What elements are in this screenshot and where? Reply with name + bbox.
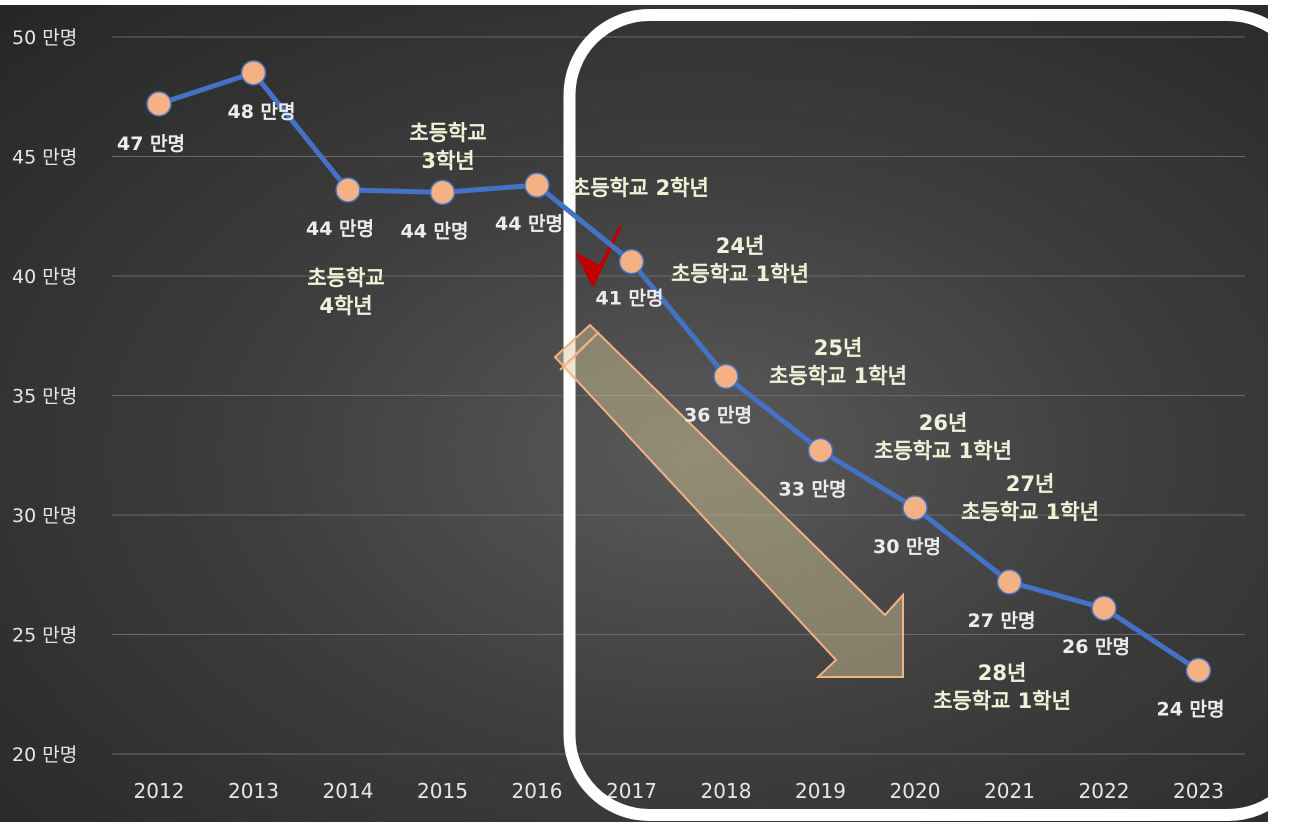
x-tick-label: 2012 — [134, 779, 185, 803]
data-label: 36 만명 — [684, 404, 752, 426]
x-tick-label: 2013 — [228, 779, 279, 803]
y-tick-label: 25 만명 — [12, 625, 77, 647]
data-label: 24 만명 — [1157, 698, 1225, 720]
annotation-line: 27년 — [1006, 472, 1055, 496]
annotation-line: 4학년 — [319, 294, 372, 318]
trend-arrow — [553, 323, 904, 678]
data-point — [335, 177, 361, 203]
data-label: 44 만명 — [495, 213, 563, 235]
x-tick-label: 2014 — [323, 779, 374, 803]
annotation-line: 초등학교 1학년 — [671, 262, 809, 286]
annotation: 초등학교 3학년 — [409, 121, 486, 173]
annotation-line: 초등학교 2학년 — [571, 176, 709, 200]
data-label: 26 만명 — [1062, 636, 1130, 658]
data-point — [996, 569, 1023, 595]
data-label: 27 만명 — [968, 610, 1036, 632]
annotation-line: 26년 — [919, 411, 968, 435]
annotation-line: 초등학교 — [409, 121, 486, 145]
series-line — [158, 70, 1200, 673]
data-point — [713, 363, 739, 390]
data-label: 44 만명 — [306, 218, 374, 240]
x-tick-label: 2016 — [512, 779, 563, 803]
data-point — [618, 248, 645, 275]
y-tick-label: 40 만명 — [12, 266, 77, 288]
checkmark-icon — [576, 225, 622, 287]
x-tick-label: 2021 — [984, 779, 1035, 803]
data-label: 48 만명 — [228, 101, 296, 123]
x-tick-label: 2022 — [1079, 779, 1130, 803]
chart-area: 50 만명 45 만명 40 만명 35 만명 30 만명 25 만명 20 만명 2012 2… — [0, 5, 1268, 822]
x-tick-label: 2023 — [1173, 779, 1224, 803]
annotation-line: 초등학교 1학년 — [769, 364, 907, 388]
x-tick-label: 2019 — [795, 779, 846, 803]
annotation-line: 24년 — [716, 234, 765, 258]
annotation-line: 3학년 — [421, 149, 474, 173]
data-point — [146, 91, 172, 117]
annotation: 초등학교 2학년 — [571, 176, 709, 200]
annotation-line: 초등학교 1학년 — [874, 439, 1012, 463]
y-tick-label: 45 만명 — [12, 147, 77, 169]
data-point — [429, 179, 456, 206]
data-point — [240, 60, 267, 86]
data-label: 33 만명 — [779, 478, 847, 500]
data-label: 41 만명 — [596, 288, 664, 310]
y-tick-label: 50 만명 — [12, 27, 77, 49]
x-tick-label: 2015 — [417, 779, 468, 803]
data-label: 47 만명 — [117, 133, 185, 155]
annotation-line: 28년 — [978, 661, 1027, 685]
line-chart: 50 만명 45 만명 40 만명 35 만명 30 만명 25 만명 20 만명 2012 2… — [12, 9, 1268, 821]
annotation-line: 초등학교 1학년 — [933, 689, 1071, 713]
annotation-line: 초등학교 1학년 — [961, 500, 1099, 524]
data-point — [524, 172, 550, 198]
x-tick-label: 2018 — [701, 779, 752, 803]
data-point — [902, 495, 928, 521]
data-label: 44 만명 — [401, 220, 469, 242]
x-tick-label: 2020 — [890, 779, 941, 803]
highlight-frame — [563, 9, 1268, 821]
annotation: 초등학교 4학년 — [307, 266, 384, 318]
annotation-line: 25년 — [814, 336, 863, 360]
data-point — [1091, 595, 1117, 621]
data-point — [807, 437, 834, 464]
annotation-line: 초등학교 — [307, 266, 384, 290]
data-point — [1185, 657, 1212, 684]
x-tick-label: 2017 — [606, 779, 657, 803]
data-label: 30 만명 — [873, 536, 941, 558]
y-tick-label: 30 만명 — [12, 505, 77, 527]
y-tick-label: 35 만명 — [12, 386, 77, 408]
y-tick-label: 20 만명 — [12, 744, 77, 766]
arrow-tail-stripe — [580, 331, 600, 350]
